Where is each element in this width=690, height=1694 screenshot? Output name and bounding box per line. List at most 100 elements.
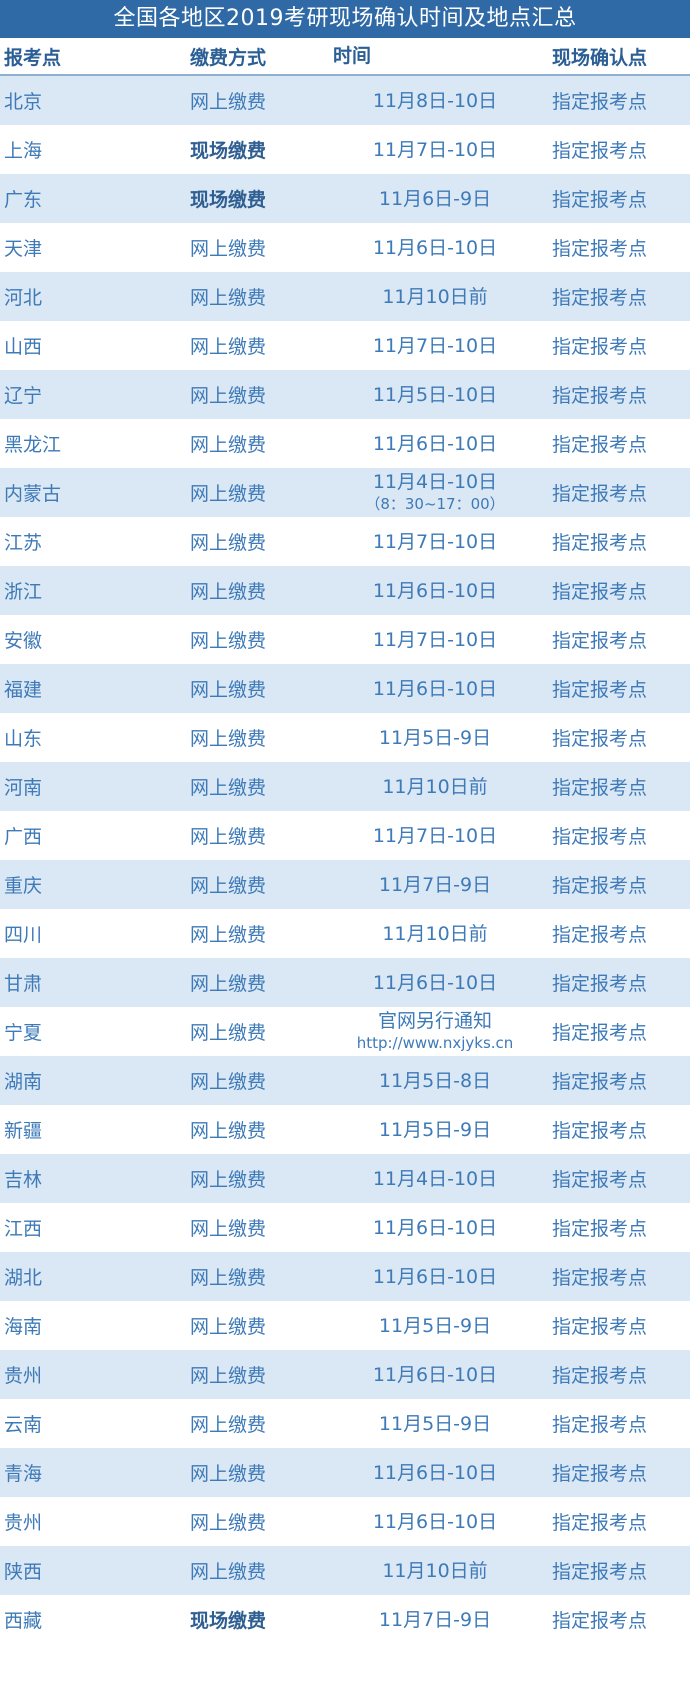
table-row: 浙江 网上缴费 11月6日-10日 指定报考点: [0, 566, 690, 615]
cell-time: 11月6日-10日: [330, 972, 540, 994]
time-main: 11月5日-9日: [378, 1412, 492, 1435]
cell-location: 上海: [4, 140, 43, 162]
cell-site: 指定报考点: [552, 385, 648, 407]
cell-time: 11月7日-10日: [330, 629, 540, 651]
time-main: 11月7日-10日: [372, 628, 498, 651]
cell-time: 11月5日-9日: [330, 1413, 540, 1435]
cell-time: 11月4日-10日: [330, 1168, 540, 1190]
time-main: 11月10日前: [382, 1559, 488, 1582]
cell-site: 指定报考点: [552, 1414, 648, 1436]
cell-site: 指定报考点: [552, 483, 648, 505]
cell-location: 新疆: [4, 1120, 43, 1142]
cell-location: 四川: [4, 924, 43, 946]
table-row: 黑龙江 网上缴费 11月6日-10日 指定报考点: [0, 419, 690, 468]
cell-location: 西藏: [4, 1610, 43, 1632]
cell-payment: 网上缴费: [190, 826, 267, 848]
table-row: 甘肃 网上缴费 11月6日-10日 指定报考点: [0, 958, 690, 1007]
cell-site: 指定报考点: [552, 924, 648, 946]
cell-location: 江苏: [4, 532, 43, 554]
cell-payment: 网上缴费: [190, 1267, 267, 1289]
time-main: 11月7日-9日: [378, 873, 492, 896]
cell-site: 指定报考点: [552, 973, 648, 995]
cell-site: 指定报考点: [552, 777, 648, 799]
table-row: 安徽 网上缴费 11月7日-10日 指定报考点: [0, 615, 690, 664]
table-row: 重庆 网上缴费 11月7日-9日 指定报考点: [0, 860, 690, 909]
table-row: 北京 网上缴费 11月8日-10日 指定报考点: [0, 76, 690, 125]
cell-payment: 网上缴费: [190, 581, 267, 603]
cell-location: 浙江: [4, 581, 43, 603]
cell-location: 海南: [4, 1316, 43, 1338]
time-main: 11月6日-10日: [372, 1363, 498, 1386]
time-main: 11月5日-9日: [378, 1118, 492, 1141]
time-main: 11月4日-10日: [372, 1167, 498, 1190]
table-row: 陕西 网上缴费 11月10日前 指定报考点: [0, 1546, 690, 1595]
table-row: 贵州 网上缴费 11月6日-10日 指定报考点: [0, 1350, 690, 1399]
time-main: 11月5日-9日: [378, 1314, 492, 1337]
cell-time: 11月5日-8日: [330, 1070, 540, 1092]
cell-payment: 网上缴费: [190, 973, 267, 995]
cell-site: 指定报考点: [552, 1610, 648, 1632]
cell-time: 11月6日-10日: [330, 1217, 540, 1239]
cell-location: 宁夏: [4, 1022, 43, 1044]
cell-payment: 网上缴费: [190, 1512, 267, 1534]
cell-payment: 网上缴费: [190, 924, 267, 946]
cell-location: 河南: [4, 777, 43, 799]
cell-location: 北京: [4, 91, 43, 113]
cell-payment: 网上缴费: [190, 1365, 267, 1387]
cell-payment: 网上缴费: [190, 630, 267, 652]
cell-time: 11月6日-9日: [330, 188, 540, 210]
table-row: 海南 网上缴费 11月5日-9日 指定报考点: [0, 1301, 690, 1350]
cell-payment: 网上缴费: [190, 1120, 267, 1142]
cell-time: 11月4日-10日 （8：30~17：00）: [330, 471, 540, 515]
cell-time: 11月6日-10日: [330, 1511, 540, 1533]
time-main: 11月6日-10日: [372, 1510, 498, 1533]
cell-payment: 网上缴费: [190, 1316, 267, 1338]
table-row: 湖南 网上缴费 11月5日-8日 指定报考点: [0, 1056, 690, 1105]
cell-time: 11月6日-10日: [330, 1266, 540, 1288]
cell-payment: 网上缴费: [190, 679, 267, 701]
cell-time: 11月7日-9日: [330, 1609, 540, 1631]
cell-location: 福建: [4, 679, 43, 701]
cell-location: 甘肃: [4, 973, 43, 995]
cell-payment: 网上缴费: [190, 1463, 267, 1485]
table-row: 四川 网上缴费 11月10日前 指定报考点: [0, 909, 690, 958]
cell-site: 指定报考点: [552, 1463, 648, 1485]
table-row: 宁夏 网上缴费 官网另行通知 http://www.nxjyks.cn 指定报考点: [0, 1007, 690, 1056]
cell-payment: 网上缴费: [190, 336, 267, 358]
cell-time: 11月10日前: [330, 923, 540, 945]
cell-time: 11月7日-10日: [330, 825, 540, 847]
cell-site: 指定报考点: [552, 679, 648, 701]
cell-site: 指定报考点: [552, 581, 648, 603]
cell-payment: 网上缴费: [190, 875, 267, 897]
cell-location: 青海: [4, 1463, 43, 1485]
table-row: 山西 网上缴费 11月7日-10日 指定报考点: [0, 321, 690, 370]
cell-site: 指定报考点: [552, 826, 648, 848]
cell-time: 11月7日-10日: [330, 139, 540, 161]
cell-time: 11月10日前: [330, 286, 540, 308]
cell-payment: 网上缴费: [190, 434, 267, 456]
cell-time: 11月6日-10日: [330, 580, 540, 602]
cell-time: 11月7日-10日: [330, 335, 540, 357]
cell-time: 11月5日-9日: [330, 727, 540, 749]
cell-payment: 网上缴费: [190, 1022, 267, 1044]
cell-payment: 网上缴费: [190, 91, 267, 113]
cell-location: 湖北: [4, 1267, 43, 1289]
cell-payment: 网上缴费: [190, 728, 267, 750]
cell-site: 指定报考点: [552, 630, 648, 652]
cell-location: 湖南: [4, 1071, 43, 1093]
cell-time: 11月6日-10日: [330, 433, 540, 455]
time-main: 11月7日-10日: [372, 824, 498, 847]
cell-location: 山西: [4, 336, 43, 358]
time-main: 11月6日-10日: [372, 1216, 498, 1239]
table-header: 报考点 缴费方式 时间 现场确认点: [0, 38, 690, 76]
cell-payment: 现场缴费: [190, 189, 267, 211]
cell-site: 指定报考点: [552, 238, 648, 260]
table-row: 内蒙古 网上缴费 11月4日-10日 （8：30~17：00） 指定报考点: [0, 468, 690, 517]
cell-site: 指定报考点: [552, 189, 648, 211]
time-note: （8：30~17：00）: [365, 494, 505, 513]
time-main: 11月6日-10日: [372, 1265, 498, 1288]
cell-time: 官网另行通知 http://www.nxjyks.cn: [330, 1010, 540, 1054]
table-row: 江西 网上缴费 11月6日-10日 指定报考点: [0, 1203, 690, 1252]
cell-time: 11月6日-10日: [330, 678, 540, 700]
cell-site: 指定报考点: [552, 728, 648, 750]
